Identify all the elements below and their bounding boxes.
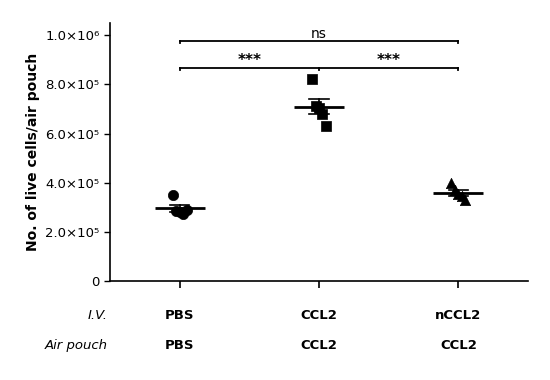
Point	[318, 111, 327, 117]
Point	[322, 123, 331, 129]
Point	[307, 76, 316, 82]
Text: CCL2: CCL2	[300, 309, 338, 322]
Text: ns: ns	[311, 27, 327, 41]
Text: PBS: PBS	[165, 339, 194, 352]
Point	[447, 180, 456, 186]
Point	[461, 197, 470, 203]
Text: ***: ***	[377, 53, 400, 68]
Y-axis label: No. of live cells/air pouch: No. of live cells/air pouch	[26, 53, 40, 251]
Text: nCCL2: nCCL2	[435, 309, 481, 322]
Text: Air pouch: Air pouch	[44, 339, 107, 352]
Text: ***: ***	[238, 53, 261, 68]
Point	[454, 191, 463, 197]
Point	[458, 193, 466, 200]
Point	[182, 207, 191, 213]
Point	[315, 105, 323, 111]
Point	[175, 209, 184, 215]
Text: CCL2: CCL2	[300, 339, 338, 352]
Point	[450, 187, 459, 193]
Point	[179, 211, 188, 217]
Text: I.V.: I.V.	[87, 309, 107, 322]
Point	[311, 103, 320, 109]
Text: CCL2: CCL2	[440, 339, 477, 352]
Point	[172, 208, 180, 214]
Text: PBS: PBS	[165, 309, 194, 322]
Point	[168, 192, 177, 198]
